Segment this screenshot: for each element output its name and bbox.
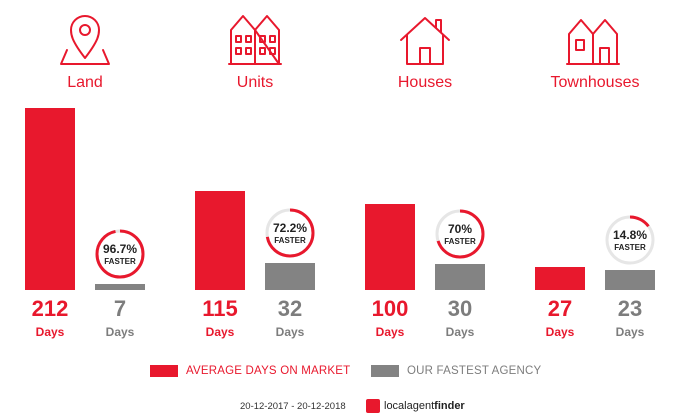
value-label-average: 115: [202, 296, 238, 321]
unit-label-agency: Days: [275, 325, 305, 339]
value-label-average: 212: [31, 296, 69, 321]
faster-percent: 96.7%: [102, 241, 138, 256]
date-range: 20-12-2017 - 20-12-2018: [240, 401, 346, 412]
bar-fastest-agency: [265, 262, 315, 290]
value-label-average: 100: [371, 296, 409, 321]
bar-average-days: [365, 204, 415, 290]
bar-average-days: [195, 191, 245, 290]
faster-percent: 14.8%: [612, 228, 648, 243]
faster-badge: 96.7% FASTER: [94, 228, 146, 280]
brand-name-part-b: finder: [434, 400, 465, 412]
apartment-building-icon: [228, 15, 282, 65]
faster-ring: [265, 208, 315, 258]
bar-average-days: [25, 108, 75, 290]
legend-swatch-agency: [371, 365, 399, 377]
faster-badge: 14.8% FASTER: [604, 214, 656, 266]
unit-label-agency: Days: [105, 325, 135, 339]
faster-word: FASTER: [444, 237, 476, 247]
faster-ring-progress: [95, 229, 145, 279]
value-label-agency: 7: [113, 296, 127, 321]
faster-ring: [605, 215, 655, 265]
unit-label-average: Days: [205, 325, 235, 339]
faster-ring: [95, 229, 145, 279]
faster-badge: 70% FASTER: [434, 208, 486, 260]
brand-name-part-a: localagent: [384, 400, 435, 412]
value-label-agency: 23: [617, 296, 643, 321]
faster-ring: [435, 209, 485, 259]
category-label: Land: [67, 74, 103, 91]
localagentfinder-logo-icon: [366, 399, 380, 413]
bar-fastest-agency: [605, 270, 655, 290]
legend-label-avg: AVERAGE DAYS ON MARKET: [186, 365, 351, 377]
faster-ring-progress: [435, 209, 485, 259]
category-label: Units: [236, 74, 274, 91]
faster-percent: 70%: [447, 222, 473, 237]
unit-label-average: Days: [375, 325, 405, 339]
unit-label-average: Days: [35, 325, 65, 339]
bar-fastest-agency: [435, 264, 485, 290]
faster-ring-progress: [265, 208, 315, 258]
legend-label-agency: OUR FASTEST AGENCY: [407, 365, 542, 377]
faster-word: FASTER: [104, 256, 136, 266]
value-label-agency: 30: [447, 296, 473, 321]
unit-label-average: Days: [545, 325, 575, 339]
category-label: Houses: [397, 74, 453, 91]
faster-percent: 72.2%: [272, 220, 308, 235]
brand-name: localagentfinder: [384, 399, 465, 413]
legend-swatch-avg: [150, 365, 178, 377]
bar-average-days: [535, 266, 585, 290]
faster-word: FASTER: [614, 243, 646, 253]
value-label-agency: 32: [277, 296, 303, 321]
house-icon: [400, 17, 450, 65]
map-pin-icon: [60, 15, 110, 65]
value-label-average: 27: [547, 296, 573, 321]
bar-fastest-agency: [95, 283, 145, 290]
faster-badge: 72.2% FASTER: [264, 207, 316, 259]
unit-label-agency: Days: [445, 325, 475, 339]
unit-label-agency: Days: [615, 325, 645, 339]
category-label: Townhouses: [550, 74, 640, 91]
faster-word: FASTER: [274, 235, 306, 245]
townhouse-icon: [566, 19, 620, 65]
faster-ring-progress: [605, 215, 655, 265]
